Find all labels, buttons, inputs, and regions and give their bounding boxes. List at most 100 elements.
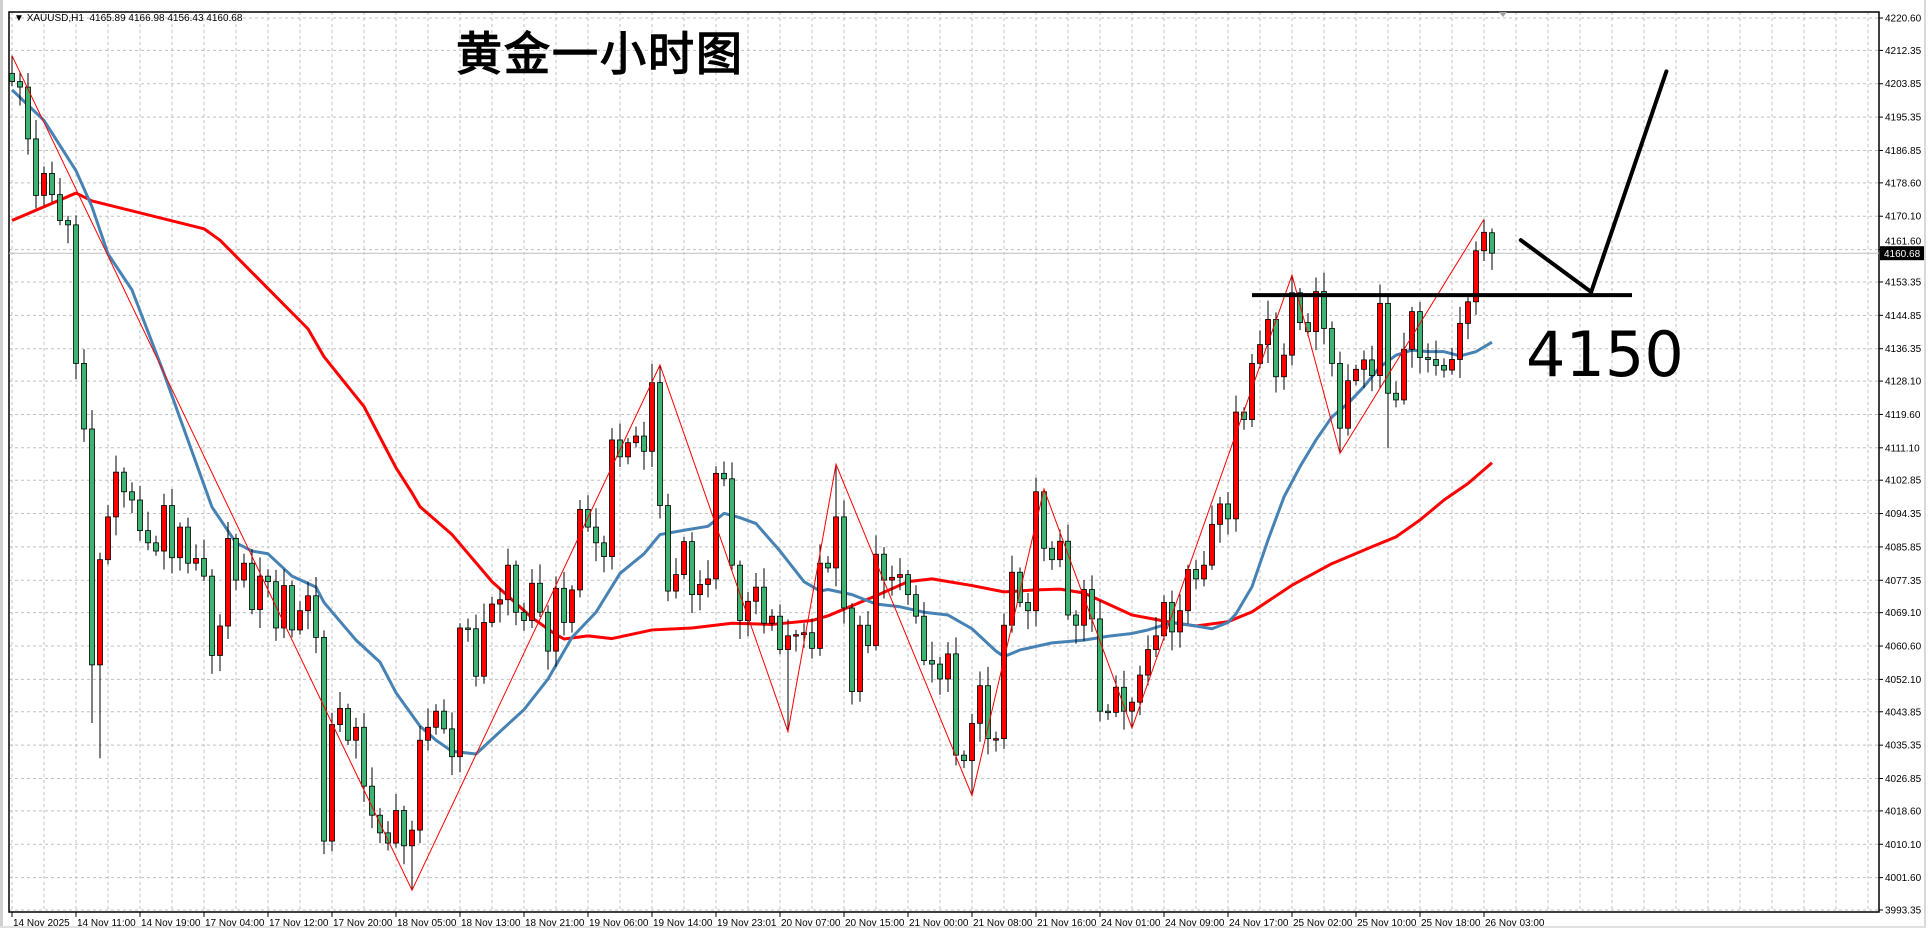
candle-bullish: [793, 629, 799, 652]
time-tick-label: 25 Nov 02:00: [1293, 918, 1353, 929]
candle-bullish: [1153, 616, 1159, 658]
candle-bearish: [321, 630, 327, 855]
candle-body: [793, 634, 799, 637]
candle-bearish: [1097, 600, 1103, 722]
candle-body: [673, 574, 679, 592]
candle-bearish: [313, 576, 319, 654]
annotations: [1252, 69, 1669, 298]
candle-bullish: [1465, 297, 1471, 340]
candle-body: [113, 471, 119, 518]
candle-body: [761, 586, 767, 624]
candle-bullish: [105, 505, 111, 565]
candle-bullish: [161, 493, 167, 570]
candle-body: [1281, 354, 1287, 378]
candle-body: [593, 526, 599, 544]
ma-fast-layer: [10, 88, 1493, 756]
candle-bullish: [497, 587, 503, 623]
candle-bullish: [489, 596, 495, 628]
candle-body: [553, 587, 559, 652]
candle-body: [801, 632, 807, 636]
candle-body: [1377, 302, 1383, 376]
candle-bullish: [241, 553, 247, 588]
candle-body: [33, 138, 39, 196]
candle-body: [977, 685, 983, 724]
candle-body: [233, 538, 239, 581]
time-tick-label: 26 Nov 03:00: [1485, 918, 1545, 929]
candle-bearish: [761, 568, 767, 634]
candle-bearish: [777, 604, 783, 655]
candle-bearish: [1065, 524, 1071, 620]
candle-bullish: [1449, 347, 1455, 375]
candle-body: [601, 542, 607, 557]
time-tick-label: 17 Nov 04:00: [205, 918, 265, 929]
price-tick-label: 4144.85: [1885, 311, 1922, 322]
candle-bullish: [1353, 364, 1359, 386]
candle-body: [65, 220, 71, 226]
candle-body: [305, 595, 311, 612]
candle-bullish: [969, 713, 975, 796]
grid: [9, 12, 1879, 912]
candle-bullish: [553, 576, 559, 667]
candle-bearish: [1329, 321, 1335, 377]
candle-body: [641, 435, 647, 452]
candle-body: [1417, 311, 1423, 358]
candle-body: [753, 586, 759, 602]
candle-bullish: [481, 603, 487, 684]
price-tick-label: 4060.60: [1885, 642, 1922, 653]
price-tick-label: 3993.35: [1885, 906, 1922, 917]
candle-bullish: [1473, 241, 1479, 315]
price-axis[interactable]: 4220.60 4212.35 4203.85 4195.35 4186.85 4178.…: [1879, 14, 1924, 917]
triangle-down-icon[interactable]: ▼: [14, 13, 27, 24]
candle-body: [1017, 571, 1023, 603]
candle-bearish: [1433, 340, 1439, 376]
candle-bearish: [825, 556, 831, 573]
candle-bullish: [1361, 350, 1367, 388]
candle-body: [505, 564, 511, 601]
candle-bearish: [537, 564, 543, 617]
candle-body: [257, 575, 263, 610]
price-tick-label: 4195.35: [1885, 113, 1922, 124]
candle-body: [1225, 503, 1231, 520]
candle-bullish: [577, 500, 583, 598]
candle-bullish: [785, 619, 791, 732]
chart-header: ▼ XAUUSD,H1 4165.89 4166.98 4156.43 4160…: [14, 13, 242, 24]
time-tick-label: 24 Nov 17:00: [1229, 918, 1289, 929]
chart-shift-marker-icon[interactable]: [1499, 12, 1507, 17]
candle-body: [1105, 710, 1111, 714]
candle-bearish: [17, 72, 23, 106]
candle-bullish: [873, 535, 879, 651]
zigzag-line: [11, 55, 1485, 892]
candle-body: [217, 625, 223, 656]
candle-bullish: [977, 671, 983, 742]
candle-bullish: [1249, 353, 1255, 428]
candle-bullish: [353, 717, 359, 759]
price-tick-label: 4220.60: [1885, 14, 1922, 25]
time-tick-label: 19 Nov 14:00: [653, 918, 713, 929]
candle-body: [513, 564, 519, 613]
price-tick-label: 4102.85: [1885, 476, 1922, 487]
candle-bearish: [953, 637, 959, 766]
candle-bullish: [337, 691, 343, 732]
candle-bearish: [1041, 489, 1047, 562]
candle-bullish: [97, 552, 103, 759]
candle-bullish: [1201, 551, 1207, 587]
candle-body: [1097, 618, 1103, 712]
candle-body: [953, 653, 959, 756]
candle-body: [617, 439, 623, 458]
candle-body: [657, 382, 663, 506]
candle-body: [409, 829, 415, 847]
candle-bearish: [849, 603, 855, 705]
candle-bearish: [1169, 590, 1175, 651]
candle-bullish: [745, 591, 751, 637]
time-axis[interactable]: 14 Nov 2025 14 Nov 11:00 14 Nov 19:00 17 No…: [11, 912, 1545, 929]
candle-body: [681, 541, 687, 575]
candle-body: [9, 72, 15, 82]
price-tick-label: 4136.35: [1885, 344, 1922, 355]
candle-body: [1401, 348, 1407, 401]
candle-bearish: [401, 805, 407, 865]
candle-body: [705, 578, 711, 585]
projection-path-line[interactable]: [1518, 69, 1669, 294]
candle-body: [161, 505, 167, 552]
candle-body: [1273, 319, 1279, 378]
